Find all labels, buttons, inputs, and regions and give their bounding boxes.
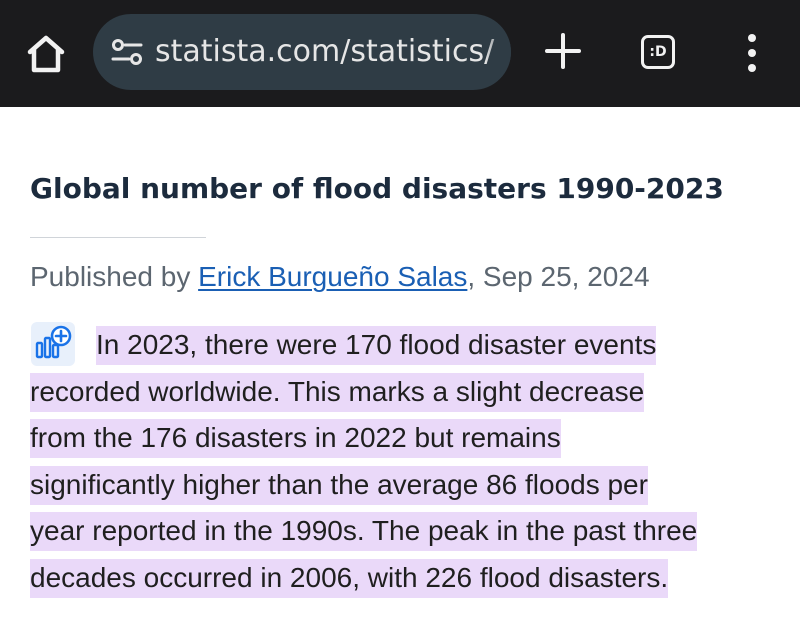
publish-date: , Sep 25, 2024: [467, 261, 650, 292]
more-vert-icon[interactable]: [742, 28, 762, 78]
new-tab-button[interactable]: [541, 29, 585, 73]
tab-switcher-icon: :D: [641, 35, 675, 69]
byline-prefix: Published by: [30, 261, 199, 292]
home-button[interactable]: [22, 30, 70, 78]
description-line: In 2023, there were 170 flood disaster e…: [30, 322, 790, 369]
description-line: significantly higher than the average 86…: [30, 462, 790, 509]
page-title: Global number of flood disasters 1990-20…: [30, 172, 724, 205]
author-link[interactable]: Erick Burgueño Salas: [198, 261, 468, 292]
tab-switcher-button[interactable]: :D: [636, 32, 680, 72]
description-line: recorded worldwide. This marks a slight …: [30, 369, 790, 416]
url-text[interactable]: statista.com/statistics/: [155, 34, 495, 69]
title-divider: [30, 237, 206, 238]
plus-icon: [545, 33, 581, 69]
description-line: decades occurred in 2006, with 226 flood…: [30, 555, 790, 602]
address-bar[interactable]: statista.com/statistics/: [93, 14, 511, 90]
description-line: from the 176 disasters in 2022 but remai…: [30, 415, 790, 462]
tune-icon[interactable]: [111, 38, 143, 66]
add-statistic-icon[interactable]: [30, 321, 76, 367]
description-line: year reported in the 1990s. The peak in …: [30, 508, 790, 555]
byline: Published by Erick Burgueño Salas, Sep 2…: [30, 258, 790, 296]
statistic-description: In 2023, there were 170 flood disaster e…: [30, 322, 790, 601]
home-icon: [27, 35, 65, 73]
browser-toolbar: statista.com/statistics/ :D: [0, 0, 800, 107]
url-fade: [485, 14, 511, 90]
